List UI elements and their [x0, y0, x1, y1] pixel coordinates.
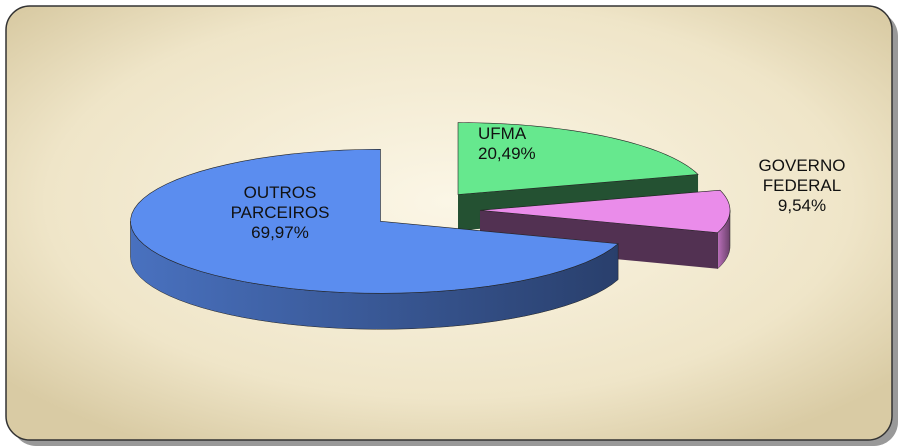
value-label: 9,54% [777, 196, 827, 215]
category-label: UFMA [478, 124, 527, 143]
pie [130, 122, 731, 330]
category-label: OUTROS PARCEIROS [230, 183, 330, 222]
value-label: 69,97% [251, 223, 309, 242]
slice-top [479, 189, 731, 234]
slice-top [457, 122, 699, 195]
category-label: GOVERNO FEDERAL [758, 156, 846, 195]
slice-wall [479, 210, 718, 269]
panel [5, 5, 893, 441]
slice-top [130, 148, 619, 294]
slice-label: UFMA 20,49% [478, 124, 558, 164]
slice-label: GOVERNO FEDERAL 9,54% [752, 156, 852, 216]
slice-label: OUTROS PARCEIROS 69,97% [200, 183, 360, 243]
value-label: 20,49% [478, 144, 536, 163]
